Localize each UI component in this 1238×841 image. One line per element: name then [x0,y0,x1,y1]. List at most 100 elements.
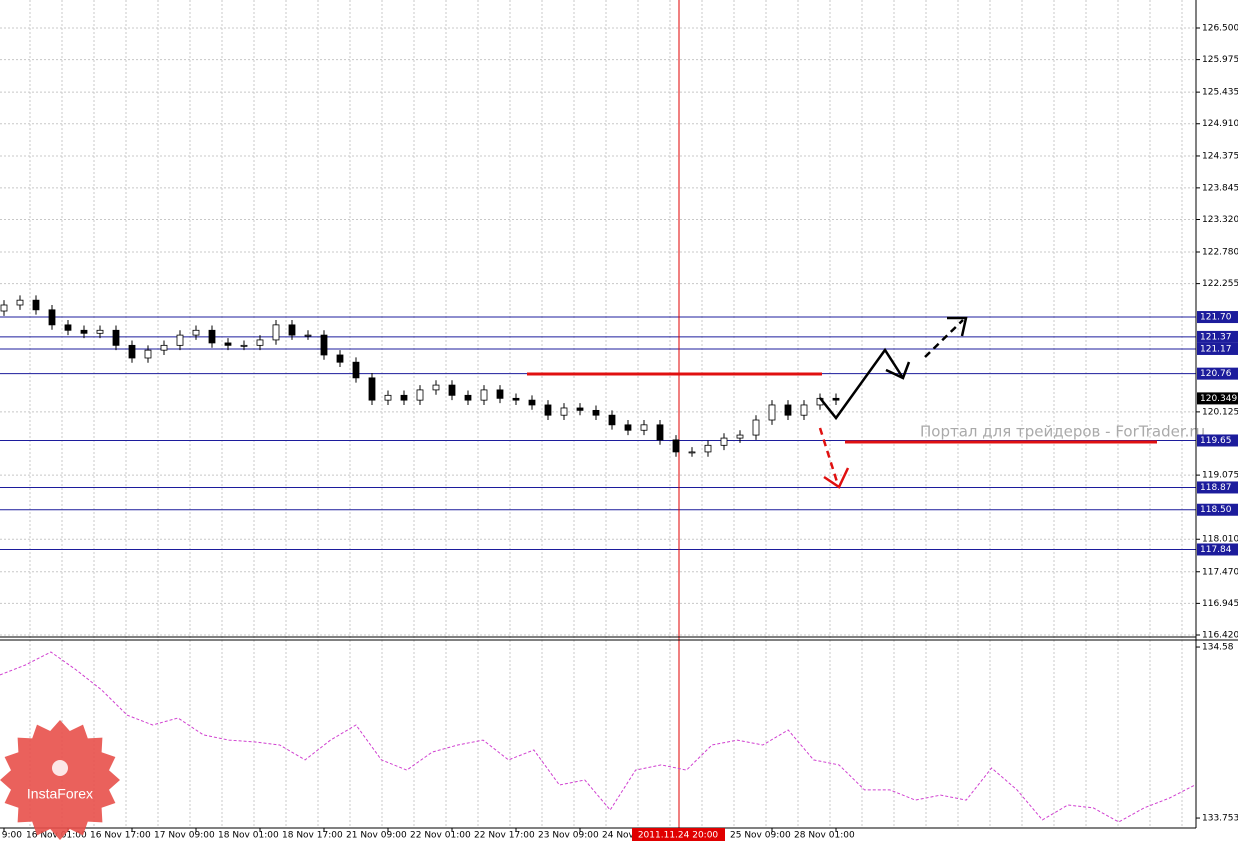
indicator-line [0,651,1196,823]
candle-body [768,404,776,421]
level-label: 118.50 [1200,505,1232,515]
candle-body [144,349,152,359]
level-tag [1197,481,1238,494]
level-label: 121.37 [1200,332,1232,342]
last-price-label: 120.349 [1200,394,1237,404]
crosshair-tag [632,828,725,841]
candle-body [624,424,632,431]
x-tick-label: 18 Nov 17:00 [282,831,343,841]
last-price-tag [1197,392,1238,405]
candle-body [608,414,616,426]
logo-text: InstaForex [27,786,93,802]
candle-body [640,424,648,431]
candle-body [672,439,680,453]
candle-body [432,384,440,391]
candle-body [544,404,552,416]
candle-body [720,437,728,446]
candle-body [336,354,344,363]
candle-body [48,309,56,326]
candle-body [416,389,424,401]
level-label: 118.87 [1200,483,1232,493]
forecast-arrow [924,319,964,358]
level-tag [1197,342,1238,355]
arrow-head [885,361,911,380]
candle-body [192,329,200,336]
candle-body [304,334,312,337]
candle-body [464,394,472,401]
candle-body [784,404,792,416]
candle-body [288,324,296,336]
level-tag [1197,367,1238,380]
logo-icon [52,760,68,776]
x-tick-label: 28 Nov 01:00 [794,831,855,841]
candle-body [176,334,184,346]
y-tick-label: 120.125 [1202,407,1238,417]
x-tick-label: 18 Nov 01:00 [218,831,279,841]
marks [0,295,1196,823]
y-tick-label: 116.945 [1202,599,1238,609]
x-tick-label: 22 Nov 17:00 [474,831,535,841]
x-tick-label: 24 Nov [602,831,635,841]
level-label: 121.17 [1200,344,1232,354]
grid [0,0,1196,828]
candle-body [224,342,232,346]
level-tag [1197,543,1238,556]
candle-body [256,339,264,346]
candle-body [528,399,536,406]
candle-body [240,344,248,347]
x-tick-label: 25 Nov 09:00 [730,831,791,841]
x-tick-label: 22 Nov 01:00 [410,831,471,841]
candle-body [688,451,696,454]
candle-body [496,389,504,399]
candle-body [832,397,840,401]
candle-body [96,329,104,334]
y-tick-label: 124.910 [1202,119,1238,129]
y-tick-label: 134.58 [1202,643,1234,653]
arrow-head [947,316,968,337]
y-tick-label: 125.975 [1202,55,1238,65]
candle-body [400,394,408,401]
level-tag [1197,311,1238,324]
y-tick-label: 118.010 [1202,535,1238,545]
level-tag [1197,434,1238,447]
x-tick-label: 23 Nov 09:00 [538,831,599,841]
candle-body [704,444,712,453]
candle-body [0,304,8,312]
y-tick-label: 123.320 [1202,215,1238,225]
candle-body [576,407,584,411]
candle-body [320,334,328,356]
y-tick-label: 124.375 [1202,151,1238,161]
y-tick-label: 122.780 [1202,248,1238,258]
crosshair-label: 2011.11.24 20:00 [638,831,719,841]
arrow-head [823,467,850,489]
candle-body [128,344,136,359]
watermark: Портал для трейдеров - ForTrader.ru [920,423,1205,441]
x-tick-label: 16 Nov 17:00 [90,831,151,841]
candle-body [80,329,88,334]
candle-body [736,434,744,439]
y-tick-label: 126.500 [1202,24,1238,34]
candle-body [160,344,168,351]
candle-body [448,384,456,396]
logo: InstaForex [0,720,120,840]
forecast-arrow [818,427,840,486]
annotations [527,316,1157,489]
level-label: 119.65 [1200,436,1232,446]
x-tick-label: 17 Nov 09:00 [154,831,215,841]
level-tag [1197,330,1238,343]
y-tick-label: 117.470 [1202,567,1238,577]
candle-body [752,419,760,436]
axis-labels: 126.500 125.975 125.435 124.910 124.375 123.8… [2,24,1238,841]
candle-body [32,299,40,311]
candle-body [352,361,360,379]
candle-body [800,404,808,416]
level-label: 120.76 [1200,369,1232,379]
logo-badge [0,720,120,840]
candle-body [592,409,600,416]
level-label: 117.84 [1200,545,1232,555]
candle-body [384,394,392,401]
y-tick-label: 116.420 [1202,630,1238,640]
candle-body [512,397,520,401]
x-tick-label: 21 Nov 09:00 [346,831,407,841]
